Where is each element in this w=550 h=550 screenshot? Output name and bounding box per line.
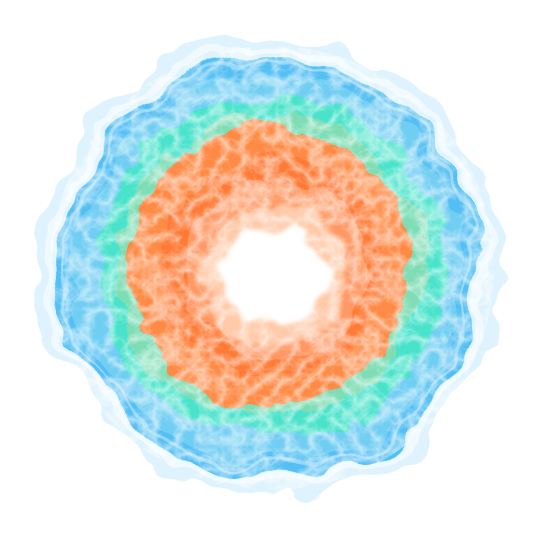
outer-wisps — [51, 47, 493, 489]
swirl-texture — [50, 46, 494, 490]
